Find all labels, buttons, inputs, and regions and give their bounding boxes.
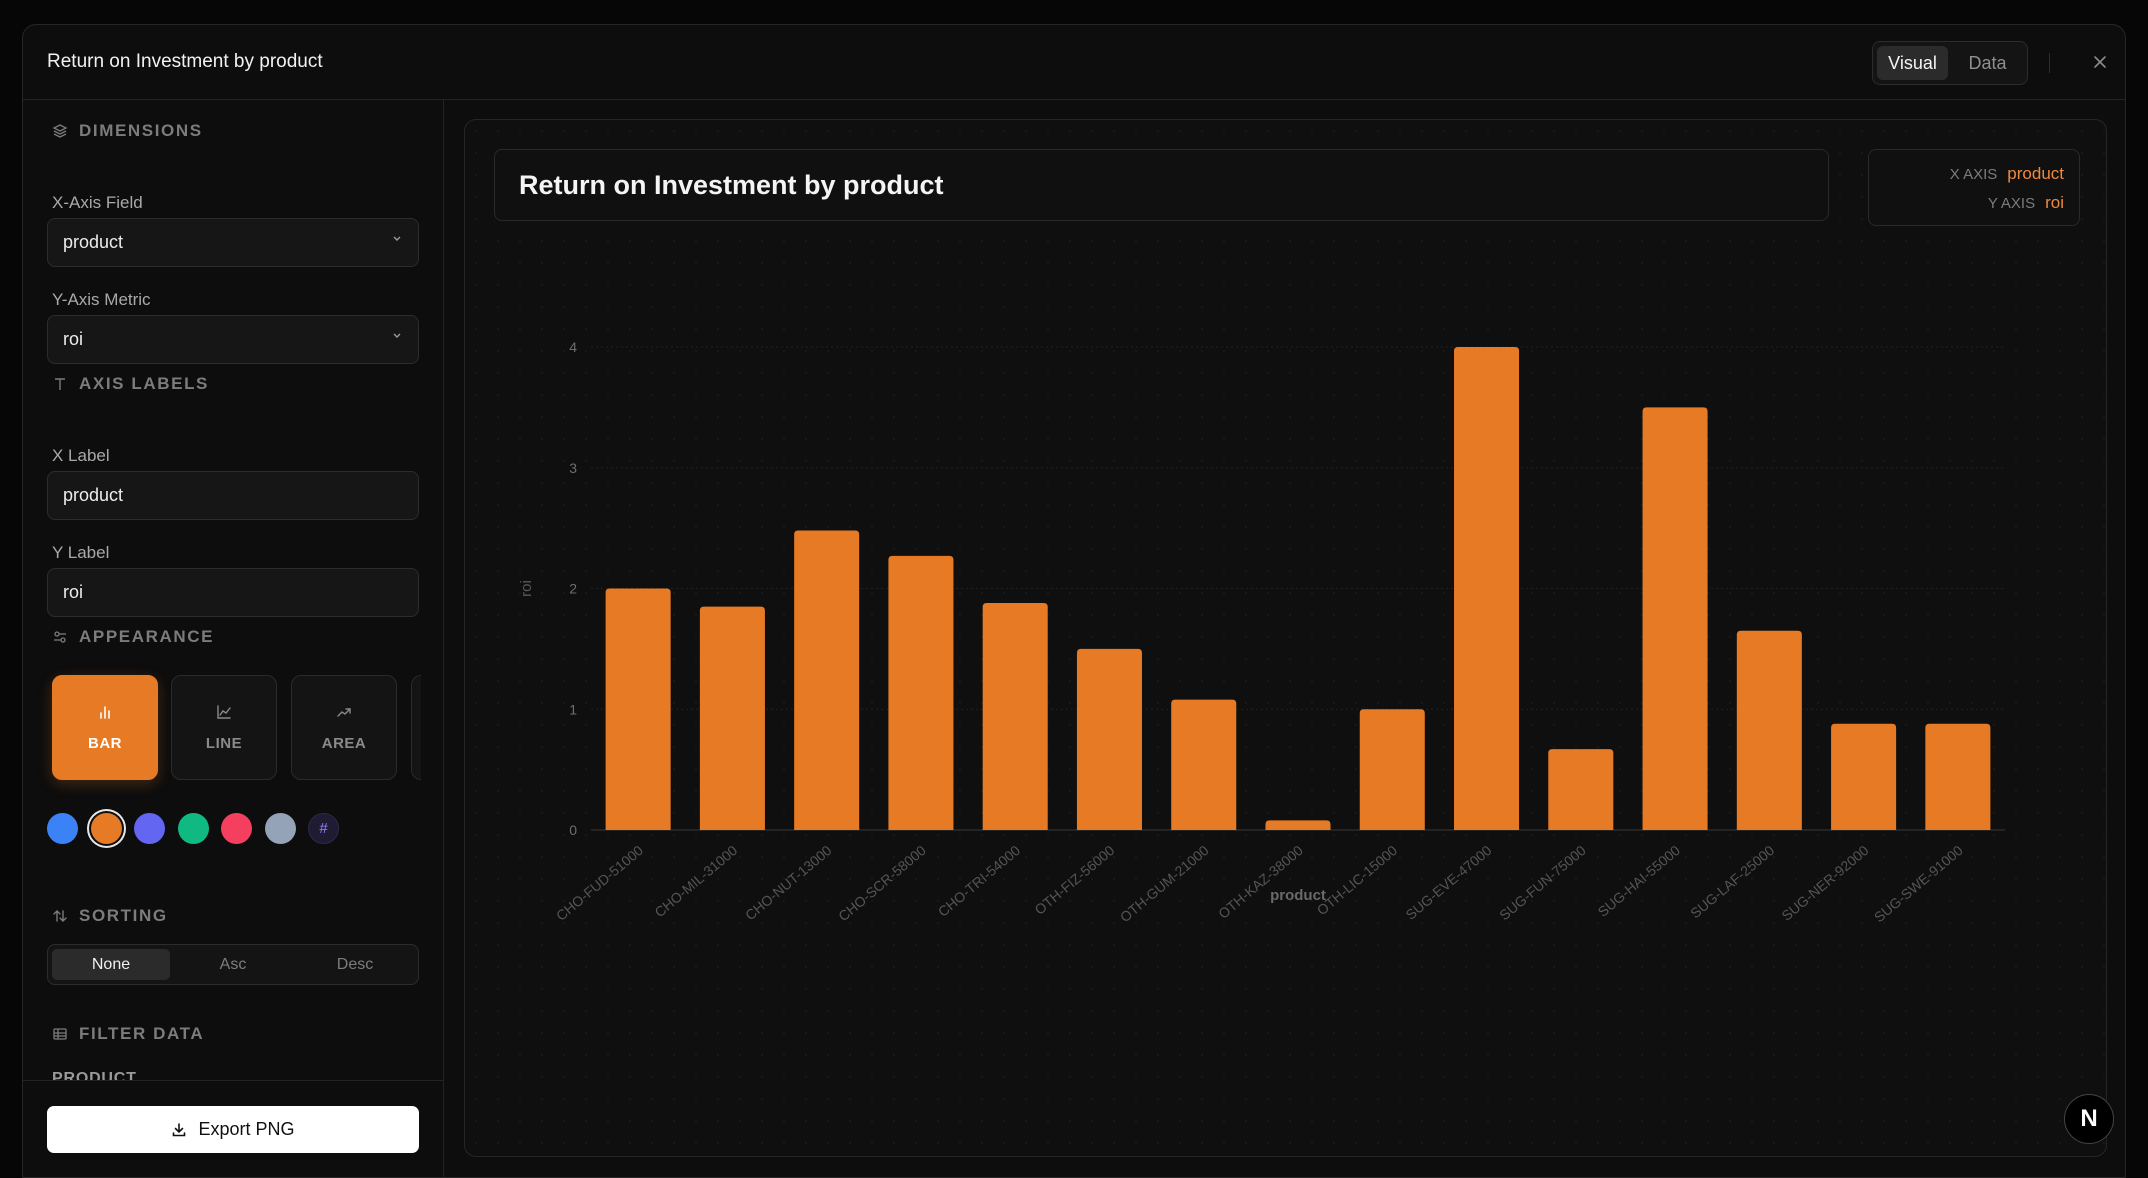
x-tick-label: CHO-SCR-58000 (835, 842, 929, 924)
x-tick-label: OTH-LIC-15000 (1314, 842, 1401, 918)
bar (1076, 648, 1142, 830)
chevron-down-icon (393, 333, 401, 338)
chart-type-line-button[interactable]: LINE (171, 675, 277, 780)
sliders-icon (54, 631, 66, 643)
filter-data-heading: FILTER DATA (52, 1024, 204, 1044)
y-tick-label: 2 (569, 581, 577, 597)
color-swatch[interactable] (177, 813, 209, 844)
x-tick-label: CHO-NUT-13000 (742, 842, 835, 923)
x-tick-label: OTH-FIZ-56000 (1031, 842, 1117, 918)
appearance-heading: APPEARANCE (52, 627, 214, 647)
settings-sidebar: DIMENSIONS X-Axis Field product Y-Axis M… (23, 100, 444, 1177)
x-tick-label: CHO-MIL-31000 (651, 842, 740, 920)
y-tick-label: 1 (569, 701, 577, 717)
bar (982, 602, 1048, 830)
bar (1925, 723, 1991, 830)
bar (888, 555, 954, 830)
x-axis-field-select[interactable]: product (47, 218, 419, 267)
x-axis-field-label: X-Axis Field (52, 193, 143, 212)
chart-type-overflow-edge (411, 675, 421, 780)
sort-none[interactable]: None (52, 949, 170, 980)
modal-header: Return on Investment by product Visual D… (23, 25, 2125, 100)
color-swatch[interactable] (264, 813, 296, 844)
color-swatch[interactable] (221, 813, 252, 844)
bar (1548, 749, 1614, 830)
y-axis-metric-label: Y-Axis Metric (52, 290, 151, 309)
y-axis-info: Y AXIS roi (1987, 193, 2064, 212)
table-icon (53, 1028, 67, 1040)
bar (605, 588, 671, 830)
custom-color-button[interactable]: # (308, 813, 339, 844)
x-tick-label: OTH-KAZ-38000 (1215, 842, 1306, 922)
dimensions-heading: DIMENSIONS (52, 121, 203, 141)
chart-type-area-button[interactable]: AREA (291, 675, 397, 780)
axis-info-box: X AXIS product Y AXIS roi (1868, 149, 2080, 226)
chart-title: Return on Investment by product (494, 149, 1829, 221)
close-button[interactable] (2083, 45, 2117, 79)
x-tick-label: SUG-NER-92000 (1778, 842, 1871, 924)
bar (1454, 347, 1520, 830)
y-axis-title: roi (518, 580, 535, 597)
chevron-down-icon (393, 236, 401, 241)
sort-toggle: None Asc Desc (47, 944, 419, 985)
chart-type-bar-button[interactable]: BAR (52, 675, 158, 780)
x-axis-title: product (1270, 887, 1326, 904)
line-chart-icon (217, 705, 231, 719)
sort-desc[interactable]: Desc (336, 955, 374, 973)
axis-labels-heading: AXIS LABELS (52, 374, 209, 394)
bar (1736, 630, 1802, 830)
sorting-heading: SORTING (52, 906, 168, 926)
x-tick-label: SUG-HAI-55000 (1595, 842, 1684, 920)
x-axis-info: X AXIS product (1949, 164, 2064, 183)
y-label-label: Y Label (52, 543, 110, 562)
color-swatch[interactable] (47, 813, 78, 844)
bar (1359, 709, 1425, 830)
y-axis-metric-select[interactable]: roi (47, 315, 419, 364)
x-tick-label: SUG-LAF-25000 (1687, 842, 1777, 921)
x-tick-label: SUG-FUN-75000 (1496, 842, 1589, 923)
bar-chart: 0 1 2 3 4 CHO-FUD-51000 CHO-MIL-31000 CHO-NUT-1… (518, 339, 2005, 925)
y-label-input[interactable]: roi (47, 568, 419, 617)
color-swatch[interactable] (90, 813, 122, 844)
text-icon (55, 378, 65, 390)
bar (1265, 820, 1331, 830)
bar (1171, 699, 1237, 830)
bar (699, 606, 765, 830)
trending-up-icon (337, 708, 351, 717)
close-icon (2094, 56, 2106, 68)
download-icon (173, 1122, 186, 1136)
export-png-button[interactable]: Export PNG (47, 1106, 419, 1153)
bar (1831, 723, 1897, 830)
export-bar: Export PNG (23, 1080, 443, 1177)
bar-chart-icon (100, 706, 110, 719)
view-toggle: Visual Data (1872, 41, 2028, 85)
y-tick-label: 0 (569, 822, 577, 838)
layers-icon (52, 124, 68, 138)
sort-asc[interactable]: Asc (219, 955, 247, 973)
tab-visual[interactable]: Visual (1877, 46, 1948, 80)
x-label-input[interactable]: product (47, 471, 419, 520)
bar (1642, 407, 1708, 830)
n-logo-badge[interactable]: N (2064, 1094, 2114, 1144)
chart-editor-modal: Return on Investment by product Visual D… (22, 24, 2126, 1178)
chart-panel: Return on Investment by product X AXIS p… (464, 119, 2107, 1157)
color-swatch[interactable] (134, 813, 165, 844)
modal-title: Return on Investment by product (47, 51, 323, 72)
tab-data[interactable]: Data (1968, 52, 2007, 73)
sort-arrows-icon (53, 910, 67, 922)
x-tick-label: OTH-GUM-21000 (1117, 842, 1212, 925)
x-tick-label: SUG-EVE-47000 (1403, 842, 1495, 923)
x-label-label: X Label (52, 446, 110, 465)
y-tick-label: 3 (569, 460, 577, 476)
bar (794, 530, 860, 830)
y-tick-label: 4 (569, 339, 577, 355)
header-divider (2049, 53, 2050, 73)
x-tick-label: SUG-SWE-91000 (1871, 842, 1966, 925)
x-tick-label: CHO-TRI-54000 (935, 842, 1024, 920)
x-tick-label: CHO-FUD-51000 (553, 842, 646, 924)
